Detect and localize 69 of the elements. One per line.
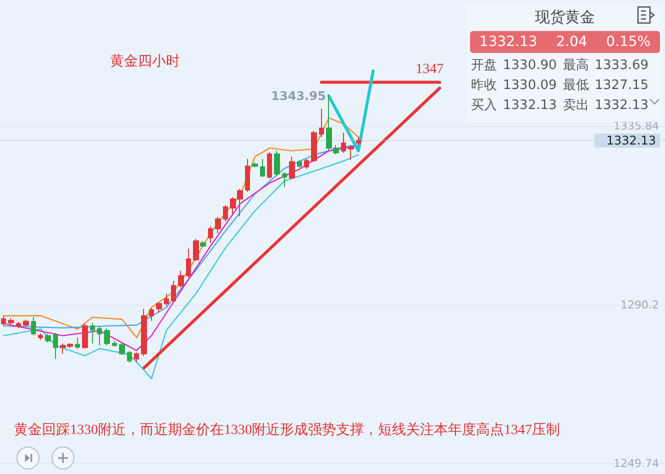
- candlestick: [252, 162, 258, 168]
- candlestick: [171, 280, 176, 303]
- annotation: 最低: [562, 77, 589, 94]
- text: 黄金四小时: [110, 54, 180, 70]
- candlestick: [304, 158, 309, 170]
- candlestick: [16, 322, 21, 329]
- candlestick: [97, 326, 102, 346]
- candlestick: [200, 240, 206, 248]
- candlestick: [311, 130, 317, 163]
- candlestick: [223, 204, 228, 222]
- candlestick: [104, 328, 110, 346]
- candlestick: [53, 332, 58, 360]
- candlestick: [1, 315, 6, 326]
- candlestick: [127, 350, 132, 364]
- candlestick: [274, 150, 280, 177]
- annotation: 1332.13: [594, 98, 649, 112]
- candlestick: [186, 248, 191, 278]
- candlestick: [156, 302, 162, 314]
- annotation: 1343.95: [271, 89, 326, 104]
- candlestick: [149, 307, 154, 322]
- annotation: 最高: [562, 57, 589, 74]
- annotation: 1327.15: [594, 78, 649, 92]
- candlestick: [267, 151, 272, 180]
- candlestick: [260, 158, 265, 178]
- annotation: 买入: [471, 97, 497, 114]
- annotation: 黄金回踩1330附近，而近期金价在1330附近形成强势支撑，短线关注本年度高点1347压制: [14, 421, 560, 439]
- candlestick: [178, 270, 184, 288]
- candlestick: [38, 332, 43, 341]
- candlestick: [245, 158, 250, 192]
- line-series: [3, 117, 359, 338]
- candlestick: [75, 337, 80, 350]
- annotation: 1332.13: [479, 34, 538, 50]
- annotation: 开盘: [471, 57, 497, 74]
- candlestick: [23, 319, 29, 328]
- annotation: 1332.13: [503, 98, 557, 112]
- candlestick: [319, 108, 324, 138]
- candlestick: [297, 159, 302, 168]
- annotation: 1347: [416, 62, 444, 77]
- annotation: 1330.09: [503, 78, 557, 92]
- candlestick: [215, 216, 221, 234]
- annotation: 昨收: [471, 77, 497, 94]
- annotation: 0.15%: [606, 34, 651, 50]
- candlestick: [356, 136, 361, 146]
- candlestick: [289, 156, 295, 180]
- candlestick: [193, 238, 199, 262]
- candlestick: [8, 318, 14, 326]
- candlestick: [348, 144, 354, 160]
- candlestick: [82, 323, 88, 350]
- annotation: 现货黄金: [534, 8, 596, 27]
- candlestick: [90, 322, 95, 344]
- y-tick-label: 1335.84: [614, 119, 659, 132]
- y-tick-label: 1249.74: [614, 456, 659, 470]
- candlestick: [134, 352, 139, 362]
- candlestick: [141, 308, 147, 356]
- annotation: 卖出: [562, 97, 589, 114]
- y-tick-label: 1290.2: [620, 298, 659, 312]
- annotation: 1333.69: [594, 58, 649, 72]
- candlestick: [164, 293, 169, 306]
- candlestick: [341, 132, 346, 154]
- annotation: 1330.90: [503, 58, 557, 72]
- line-series: [3, 154, 359, 380]
- candlestick: [31, 316, 36, 336]
- candlestick: [282, 172, 287, 188]
- candlestick: [112, 340, 117, 348]
- candlestick: [208, 226, 213, 244]
- ref-line-label: 1332.13: [606, 134, 656, 148]
- annotation: 2.04: [556, 34, 588, 50]
- candlestick: [119, 342, 125, 356]
- candlestick: [45, 333, 51, 343]
